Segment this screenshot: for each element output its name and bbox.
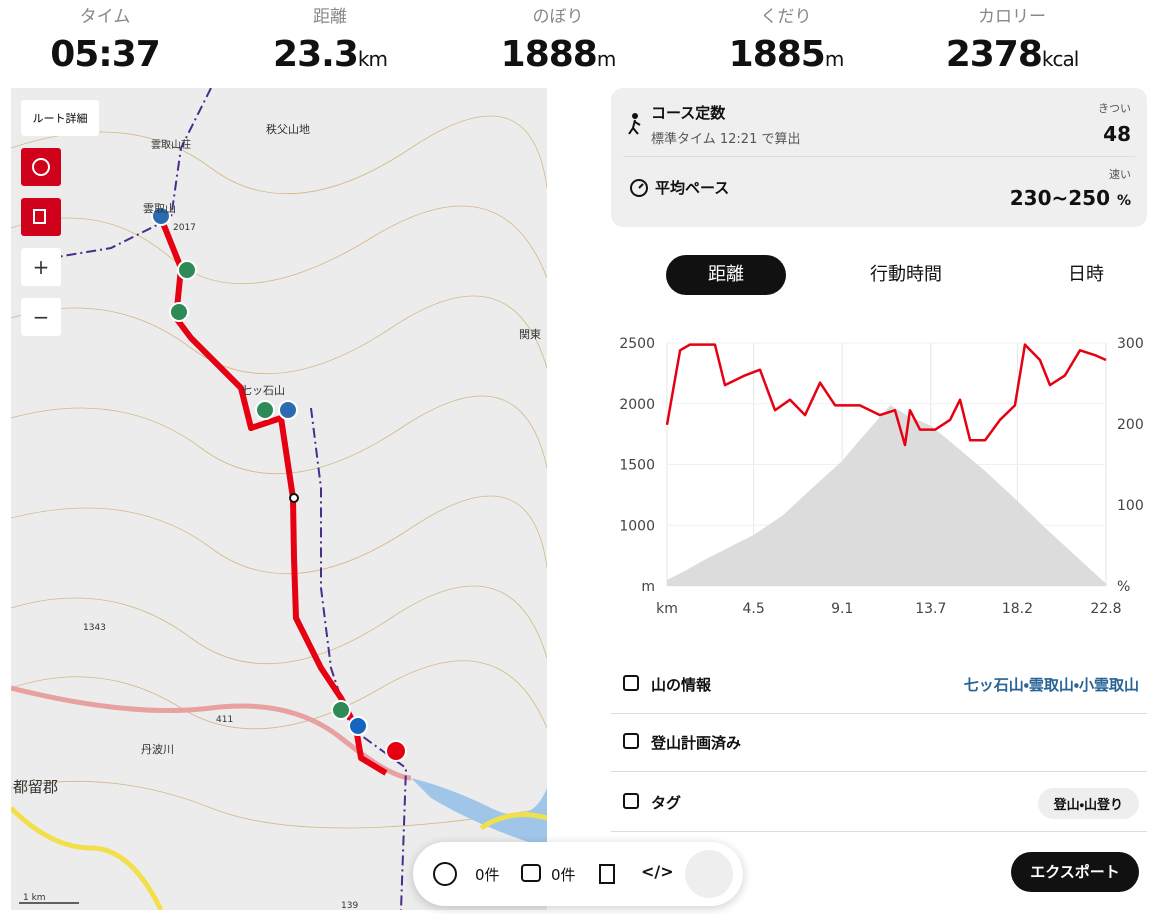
bookmark-icon[interactable] (599, 864, 615, 884)
info-icon (623, 733, 639, 749)
x-tick-label: 9.1 (831, 601, 853, 617)
embed-icon[interactable]: </> (641, 862, 674, 881)
svg-text:+: + (33, 255, 50, 279)
stat-unit: m (824, 47, 845, 71)
pace-unit: % (1116, 193, 1131, 209)
info-icon (623, 675, 639, 691)
zoom-out[interactable] (21, 298, 61, 336)
map-label: 139 (341, 901, 358, 910)
comment-icon[interactable] (521, 864, 541, 882)
route-detail-button[interactable] (21, 100, 99, 136)
y-tick-label: 2500 (619, 336, 655, 352)
map-label: 七ッ石山 (241, 384, 285, 397)
info-label: 登山計画済み (651, 734, 742, 752)
stat-label: くだり (760, 7, 812, 27)
stat-value: 1885m (671, 34, 901, 75)
reaction-icon[interactable] (433, 862, 457, 886)
y-tick-label: 1000 (619, 518, 655, 534)
map-label: 丹波川 (141, 743, 174, 756)
svg-text:−: − (33, 305, 50, 329)
map-label: 411 (216, 715, 233, 725)
tab[interactable]: 日時 (1068, 264, 1104, 285)
map-label: 秩父山地 (266, 123, 310, 136)
cafe-button[interactable] (21, 198, 61, 236)
x-tick-label: 22.8 (1090, 601, 1121, 617)
stat-number: 05:37 (50, 34, 161, 75)
toolbar: 0件 0件 </> (413, 842, 743, 906)
stat-number: 1885 (728, 34, 826, 75)
info-row[interactable]: 山の情報 七ッ石山・雲取山・小雲取山 (611, 655, 1147, 714)
y-tick-label: 1500 (619, 458, 655, 474)
x-tick-label: km (656, 601, 678, 617)
share-button[interactable] (685, 850, 733, 898)
elevation-area (667, 404, 1106, 586)
course-title: コース定数 (651, 104, 726, 122)
info-row[interactable]: タグ 登山・山登り (611, 773, 1147, 832)
level-label: きつい (1098, 102, 1131, 115)
map-label: 1343 (83, 623, 106, 633)
reaction-count: 0件 (475, 866, 500, 884)
info-label: タグ (651, 794, 682, 812)
stat-value: 1888m (443, 34, 673, 75)
pace-line (665, 343, 1107, 447)
map-label: 都留郡 (13, 778, 58, 796)
stat-label: のぼり (532, 7, 584, 27)
zoom-in[interactable] (21, 248, 61, 286)
stat-unit: kcal (1041, 47, 1079, 71)
stat-label: 距離 (313, 7, 347, 27)
map-label: 雲取山荘 (151, 139, 191, 151)
stat-label: カロリー (978, 7, 1046, 27)
stat: のぼり 1888m (443, 0, 673, 75)
info-value[interactable]: 登山・山登り (1037, 788, 1139, 819)
y2-tick-label: 200 (1117, 417, 1144, 433)
stat-unit: km (357, 47, 388, 71)
stat-number: 1888 (500, 34, 598, 75)
y2-tick-label: % (1117, 579, 1130, 595)
course-note: 標準タイム 12:21 で算出 (651, 132, 801, 147)
comment-count: 0件 (551, 866, 576, 884)
y2-tick-label: 100 (1117, 498, 1144, 514)
level-value: 48 (1103, 122, 1131, 146)
info-icon (623, 793, 639, 809)
y-tick-label: 2000 (619, 397, 655, 413)
y-tick-label: m (641, 579, 655, 595)
stat-value: 23.3km (215, 34, 445, 75)
pace-title: 平均ペース (655, 179, 730, 197)
x-tick-label: 13.7 (915, 601, 946, 617)
pace-value: 230~250 (1009, 186, 1110, 210)
info-label: 山の情報 (651, 676, 712, 694)
map-label: 関東 (519, 328, 541, 341)
stat-unit: m (596, 47, 617, 71)
stat-number: 2378 (945, 34, 1043, 75)
info-row[interactable]: 登山計画済み (611, 713, 1147, 772)
map-scale: 1 km (23, 893, 46, 903)
stat-number: 23.3 (273, 34, 359, 75)
tab[interactable]: 行動時間 (870, 264, 942, 285)
stat-value: 05:37 (0, 34, 220, 75)
stat-label: タイム (79, 7, 131, 27)
stat: タイム 05:37 (0, 0, 220, 75)
x-tick-label: 4.5 (743, 601, 765, 617)
pace-label: 速い (1109, 168, 1131, 181)
stat: 距離 23.3km (215, 0, 445, 75)
speed-button[interactable] (21, 148, 61, 186)
course-card: コース定数 標準タイム 12:21 で算出 きつい 48 平均ペース 速い 23… (611, 88, 1147, 227)
stat: くだり 1885m (671, 0, 901, 75)
stat: カロリー 2378kcal (897, 0, 1127, 75)
tab[interactable]: 距離 (666, 255, 786, 295)
export-button[interactable]: エクスポート (1011, 852, 1139, 892)
map-label: 雲取山 (143, 202, 176, 215)
y2-tick-label: 300 (1117, 336, 1144, 352)
map[interactable]: 秩父山地 雲取山荘 雲取山 2017 七ッ石山 関東 都留郡 丹波川 1343 … (11, 88, 547, 910)
x-tick-label: 18.2 (1002, 601, 1033, 617)
map-label: 2017 (173, 223, 196, 233)
route-detail-text: ルート詳細 (33, 111, 88, 125)
stat-value: 2378kcal (897, 34, 1127, 75)
info-value[interactable]: 七ッ石山・雲取山・小雲取山 (963, 676, 1139, 694)
